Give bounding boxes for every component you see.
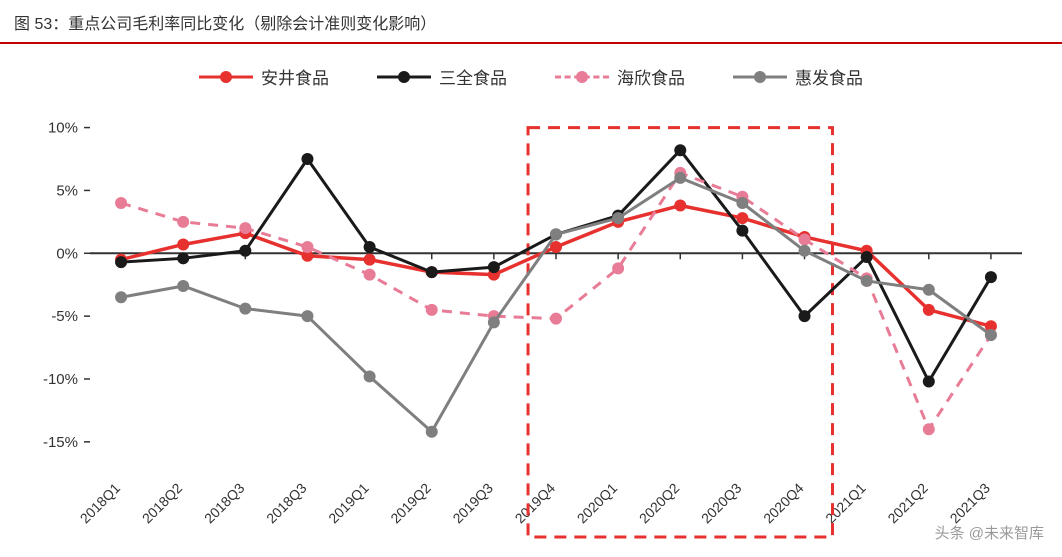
svg-text:2020Q4: 2020Q4 [760, 480, 807, 527]
svg-text:2018Q1: 2018Q1 [77, 480, 124, 527]
svg-text:0%: 0% [56, 245, 78, 262]
svg-text:-5%: -5% [51, 308, 78, 325]
plot-area: -15% -10% -5% 0% 5% 10% 2018Q1 2018Q2 2018Q3 2018… [20, 105, 1042, 547]
legend-item: 海欣食品 [555, 64, 685, 89]
legend-label: 海欣食品 [617, 64, 685, 89]
svg-text:2019Q2: 2019Q2 [387, 480, 434, 527]
svg-text:2021Q1: 2021Q1 [822, 480, 869, 527]
legend-swatch [733, 70, 787, 84]
svg-text:2019Q3: 2019Q3 [449, 480, 496, 527]
svg-text:2021Q2: 2021Q2 [884, 480, 931, 527]
legend-swatch [555, 70, 609, 84]
svg-text:10%: 10% [48, 120, 78, 137]
svg-text:2018Q3: 2018Q3 [263, 480, 310, 527]
legend: 安井食品 三全食品 海欣食品 惠发食品 [0, 44, 1062, 99]
legend-swatch [199, 70, 253, 84]
svg-text:-10%: -10% [43, 371, 78, 388]
svg-text:2018Q3: 2018Q3 [201, 480, 248, 527]
svg-text:2020Q1: 2020Q1 [574, 480, 621, 527]
svg-text:2021Q3: 2021Q3 [947, 480, 994, 527]
legend-item: 惠发食品 [733, 64, 863, 89]
legend-swatch [377, 70, 431, 84]
svg-text:2019Q4: 2019Q4 [512, 480, 559, 527]
legend-label: 三全食品 [439, 64, 507, 89]
figure-container: 图 53：重点公司毛利率同比变化（剔除会计准则变化影响） 安井食品 三全食品 海欣食… [0, 0, 1062, 557]
svg-text:5%: 5% [56, 182, 78, 199]
svg-text:2018Q2: 2018Q2 [139, 480, 186, 527]
svg-text:2020Q2: 2020Q2 [636, 480, 683, 527]
svg-text:2019Q1: 2019Q1 [325, 480, 372, 527]
legend-item: 安井食品 [199, 64, 329, 89]
svg-text:2020Q3: 2020Q3 [698, 480, 745, 527]
svg-text:-15%: -15% [43, 434, 78, 451]
legend-label: 惠发食品 [795, 64, 863, 89]
chart-title: 图 53：重点公司毛利率同比变化（剔除会计准则变化影响） [0, 0, 1062, 44]
legend-label: 安井食品 [261, 64, 329, 89]
legend-item: 三全食品 [377, 64, 507, 89]
chart-svg: -15% -10% -5% 0% 5% 10% 2018Q1 2018Q2 2018Q3 2018… [20, 105, 1042, 547]
